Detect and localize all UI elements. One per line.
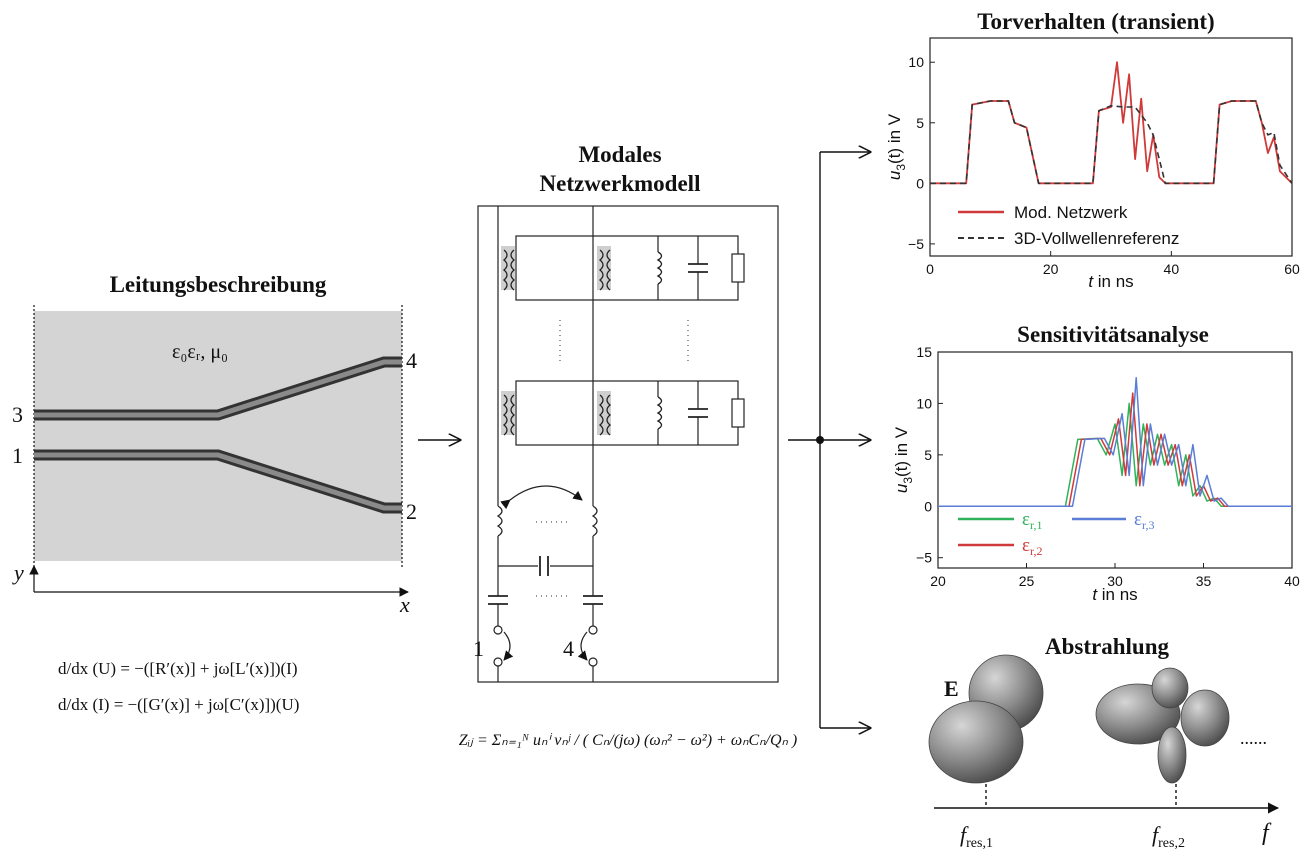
network-title-line1: Modales [578,142,661,167]
line-panel-title: Leitungsbeschreibung [110,272,327,297]
legend-model-label: Mod. Netzwerk [1014,203,1128,222]
y-axis-label: y [12,560,24,585]
transformer-icon [510,249,516,291]
port-2-label: 2 [406,499,417,524]
coupling-arrow [500,485,583,510]
y-tick-label: 10 [908,54,924,70]
network-frame [477,205,779,683]
port-terminal [493,625,503,635]
mode-block-2 [501,380,745,446]
x-tick-label: 25 [1019,573,1035,589]
inductor-icon [656,251,663,285]
line-description-panel: Leitungsbeschreibung ε₀εᵣ, μ₀ 3 1 4 2 y … [12,272,417,714]
x-tick-label: 20 [930,573,946,589]
y-tick-label: −5 [908,236,924,252]
radiation-lobe [1151,667,1189,709]
x-tick-label: 20 [1043,261,1059,277]
radiation-lobe [1180,689,1230,747]
y-tick-label: 5 [924,447,932,463]
substrate-region [34,311,402,561]
transient-xlabel: t in ns [1088,272,1133,291]
telegraph-eq-2: d/dx (I) = −([G′(x)] + jω[C′(x)])(U) [58,695,299,714]
legend-er2-label: εr,2 [1022,535,1043,558]
inductor-icon [656,396,663,430]
transformer-icon [502,394,508,436]
sensitivity-plot-frame [937,351,1293,569]
radiation-lobe [1157,726,1187,784]
network-title-line2: Netzwerkmodell [540,171,701,196]
sensitivity-chart: Sensitivitätsanalyse 20 25 30 35 40151050−5 … [892,322,1300,604]
y-tick-label: 0 [924,498,932,514]
sensitivity-xlabel: t in ns [1092,585,1137,604]
sensitivity-lines [938,376,1292,508]
transient-plot-frame [929,37,1293,257]
x-tick-label: 30 [1107,573,1123,589]
field-label: E [944,676,959,701]
radiation-title: Abstrahlung [1045,634,1169,659]
y-tick-label: 0 [916,175,924,191]
mode-block-1 [501,235,745,301]
trace-3-4 [34,359,402,418]
resistor-icon [731,253,745,283]
transformer-icon [606,394,612,436]
transformer-icon [598,249,604,291]
port-4-label: 4 [406,348,417,373]
x-tick-label: 40 [1284,573,1300,589]
transformer-icon [598,394,604,436]
radiation-lobe [928,700,1024,784]
inductor-icon [591,505,598,537]
x-tick-label: 0 [926,261,934,277]
impedance-formula: Zᵢⱼ = Σₙ₌₁ᴺ uₙⁱ vₙʲ / ( Cₙ/(jω) (ωₙ² − ω… [459,732,798,749]
legend-er1-label: εr,1 [1022,509,1043,532]
sensitivity-ticks: 20 25 30 35 40 15 10 5 0 −5 [916,344,1300,589]
inductor-icon [496,505,503,537]
port-1-arrow [503,631,514,661]
y-tick-label: 10 [916,395,932,411]
series-line-2 [930,100,1293,185]
output-branches [788,152,870,728]
frequency-axis-label: f [1262,820,1272,846]
transient-lines [930,61,1293,185]
network-model-panel: Modales Netzwerkmodell [459,142,798,749]
fres2-label: fres,2 [1152,822,1185,851]
x-tick-label: 40 [1164,261,1180,277]
y-tick-label: −5 [916,550,932,566]
telegraph-eq-1: d/dx (U) = −([R′(x)] + jω[L′(x)])(I) [58,659,298,678]
port-terminal [588,657,598,667]
x-axis-label: x [399,592,410,617]
transient-ylabel: u3(t) in V [885,113,908,180]
series-line-2 [938,392,1292,508]
y-tick-label: 15 [916,344,932,360]
sensitivity-title: Sensitivitätsanalyse [1017,322,1209,347]
x-tick-label: 60 [1284,261,1300,277]
y-tick-label: 5 [916,115,924,131]
network-port-4: 4 [563,636,574,661]
network-port-1: 1 [473,636,484,661]
series-line-3 [938,376,1292,508]
radiation-panel: Abstrahlung E ...... fres,1 fres,2 f [928,634,1280,851]
port-1-label: 1 [12,443,23,468]
sensitivity-ylabel: u3(t) in V [892,426,915,493]
transformer-icon [502,249,508,291]
fres1-label: fres,1 [960,822,993,851]
trace-1-2 [34,452,402,511]
legend-er3-label: εr,3 [1134,509,1155,532]
transient-title: Torverhalten (transient) [977,9,1214,34]
medium-label: ε₀εᵣ, μ₀ [172,341,228,363]
transformer-icon [510,394,516,436]
port-3-label: 3 [12,402,23,427]
resistor-icon [731,398,745,428]
port-terminal [588,625,598,635]
port-terminal [493,657,503,667]
legend-reference-label: 3D-Vollwellenreferenz [1014,229,1179,248]
transformer-icon [606,249,612,291]
more-ellipsis: ...... [1240,728,1267,748]
x-tick-label: 35 [1196,573,1212,589]
port-4-arrow [577,631,588,661]
